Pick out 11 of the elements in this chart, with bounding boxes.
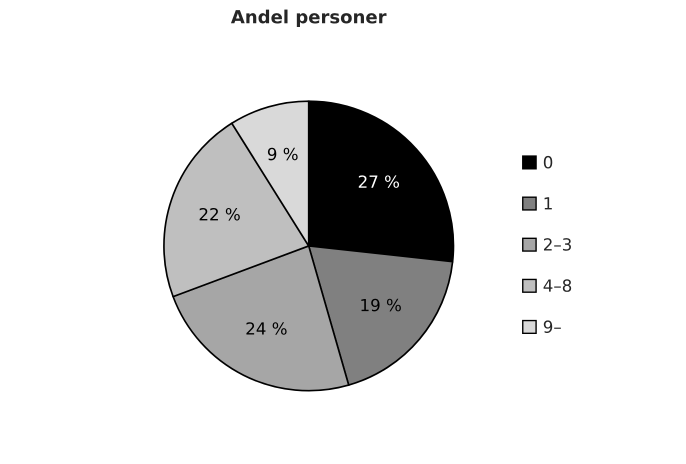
data-label: 9 % [268,148,298,160]
legend-label: 4–8 [544,279,572,292]
legend-label: 0 [544,156,552,168]
data-label: 24 % [246,322,287,335]
legend-label: 9– [544,320,561,334]
data-label: 22 % [200,208,240,221]
legend-label: 1 [544,197,552,210]
data-label: 19 % [361,298,401,312]
data-label: 27 % [358,175,400,188]
chart-title: Andel personer [230,10,386,28]
legend-label: 2–3 [544,238,571,251]
